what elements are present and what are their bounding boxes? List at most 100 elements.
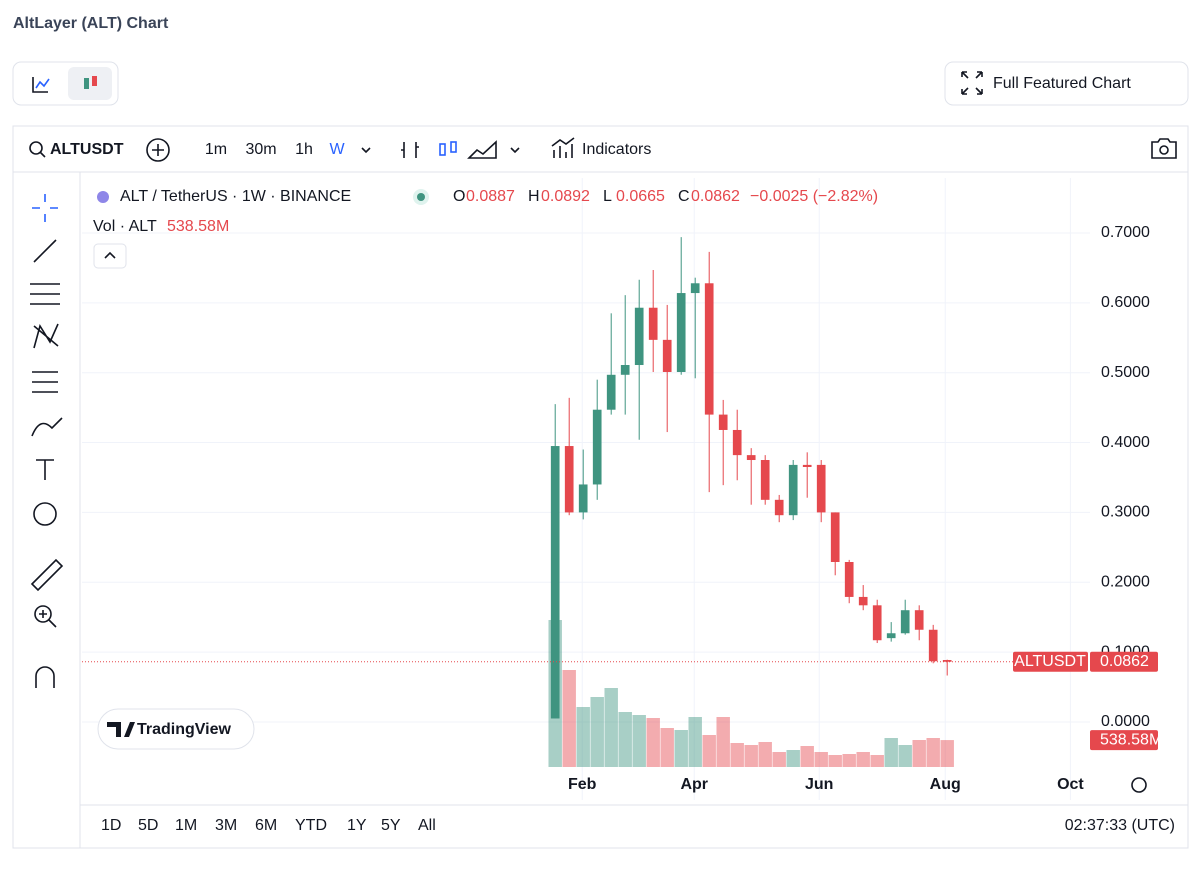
volume-bar [730,743,744,767]
symbol-clip: ALTUSDT [50,141,124,158]
volume-bar [674,730,688,767]
expand-icon [961,71,983,95]
volume-bar [758,742,772,767]
symbol[interactable]: ALTUSDT [50,141,124,158]
volume-bar [814,752,828,767]
price-tag-label: 0.0862 [1100,653,1149,670]
interval-button[interactable]: 1m [205,141,227,158]
indicators-button[interactable]: Indicators [582,141,651,158]
search-icon [39,151,46,158]
candle-body [746,455,756,461]
line-view-button[interactable] [32,77,48,93]
volume-bar [884,738,898,767]
volume-tag-label: 538.58M [1100,731,1162,748]
volume-bar [926,738,940,767]
status-dot [417,193,425,201]
magnet-tool[interactable] [35,666,55,688]
add-symbol[interactable] [146,138,170,162]
range-button[interactable]: 1D [101,817,121,834]
candle-body [928,629,938,662]
trend-line-tool[interactable] [33,239,57,263]
volume-bar [590,697,604,767]
y-tick-label: 0.4000 [1101,434,1150,451]
range-button[interactable]: 5D [138,817,158,834]
interval-button[interactable]: 1h [295,141,313,158]
candle-style[interactable] [439,143,446,156]
indicators-icon [551,137,575,158]
candle-icon [84,78,89,89]
brush-tool[interactable] [31,417,63,437]
text-tool[interactable] [36,459,54,480]
search-icon[interactable] [29,141,43,155]
snapshot[interactable] [1151,138,1177,159]
candle-body [690,283,700,294]
legend-symbol: ALT / TetherUS · 1W · BINANCE [120,188,351,205]
price-tag [1090,651,1158,672]
candle-body [564,446,574,513]
ohlc-letter: C [678,188,690,205]
volume-bar [912,740,926,767]
ohlc-letter: O [453,188,465,205]
page-title: AltLayer (ALT) Chart [13,15,169,32]
candle-body [760,460,770,500]
range-button[interactable]: 5Y [381,817,401,834]
volume-bar [702,735,716,767]
candle-body [634,307,644,366]
emoji-tool[interactable] [33,502,57,526]
x-tick-label: Oct [1057,776,1084,793]
ruler-tool[interactable] [30,558,64,592]
volume-bar [646,718,660,767]
interval-button[interactable]: 30m [245,141,276,158]
dropdown[interactable] [510,147,520,154]
plus [152,144,164,156]
candle-body [718,414,728,430]
pattern-tool[interactable] [33,323,59,349]
area-style[interactable] [467,140,497,159]
range-button[interactable]: YTD [295,817,327,834]
crosshair-tool[interactable] [32,194,58,222]
ohlc-change: −0.0025 (−2.82%) [750,188,878,205]
zoom-tool[interactable] [34,605,52,623]
range-button[interactable]: 6M [255,817,277,834]
volume-bar [562,670,576,767]
bar-style[interactable] [401,142,419,158]
y-tick-label: 0.7000 [1101,224,1150,241]
candle-body [676,293,686,372]
candle-body [844,561,854,597]
collapse-button[interactable] [93,243,127,269]
range-button[interactable]: All [418,817,436,834]
range-button[interactable]: 1Y [347,817,367,834]
y-tick-label: 0.6000 [1101,294,1150,311]
x-tick-label: Feb [568,776,597,793]
symbol-tag [1013,651,1088,672]
interval-button[interactable]: W [329,141,345,158]
candle-body [578,484,588,513]
candle-body [704,283,714,415]
full-chart-button[interactable] [944,61,1189,106]
x-tick-label: Apr [680,776,708,793]
range-button[interactable]: 3M [215,817,237,834]
volume-bar [800,746,814,767]
clock: 02:37:33 (UTC) [1065,817,1175,834]
ohlc-letter: H [528,188,540,205]
volume-bar [898,745,912,767]
candle-body [648,307,658,340]
volume-bar [688,717,702,767]
candle-view-button[interactable] [68,67,112,100]
volume-bar [842,754,856,767]
brand-badge[interactable] [97,708,255,750]
range-button[interactable]: 1M [175,817,197,834]
fib-tool[interactable] [30,283,60,305]
projection-tool[interactable] [32,371,58,393]
volume-bar [716,717,730,767]
dropdown[interactable] [361,147,371,154]
volume-legend-value: 538.58M [167,218,229,235]
settings[interactable] [1131,777,1147,793]
candle-body [606,374,616,410]
candle-body [914,610,924,630]
y-tick-label: 0.0000 [1101,713,1150,730]
x-tick-label: Jun [805,776,833,793]
y-tick-label: 0.3000 [1101,504,1150,521]
candle-body [620,365,630,375]
volume-bar [828,755,842,767]
